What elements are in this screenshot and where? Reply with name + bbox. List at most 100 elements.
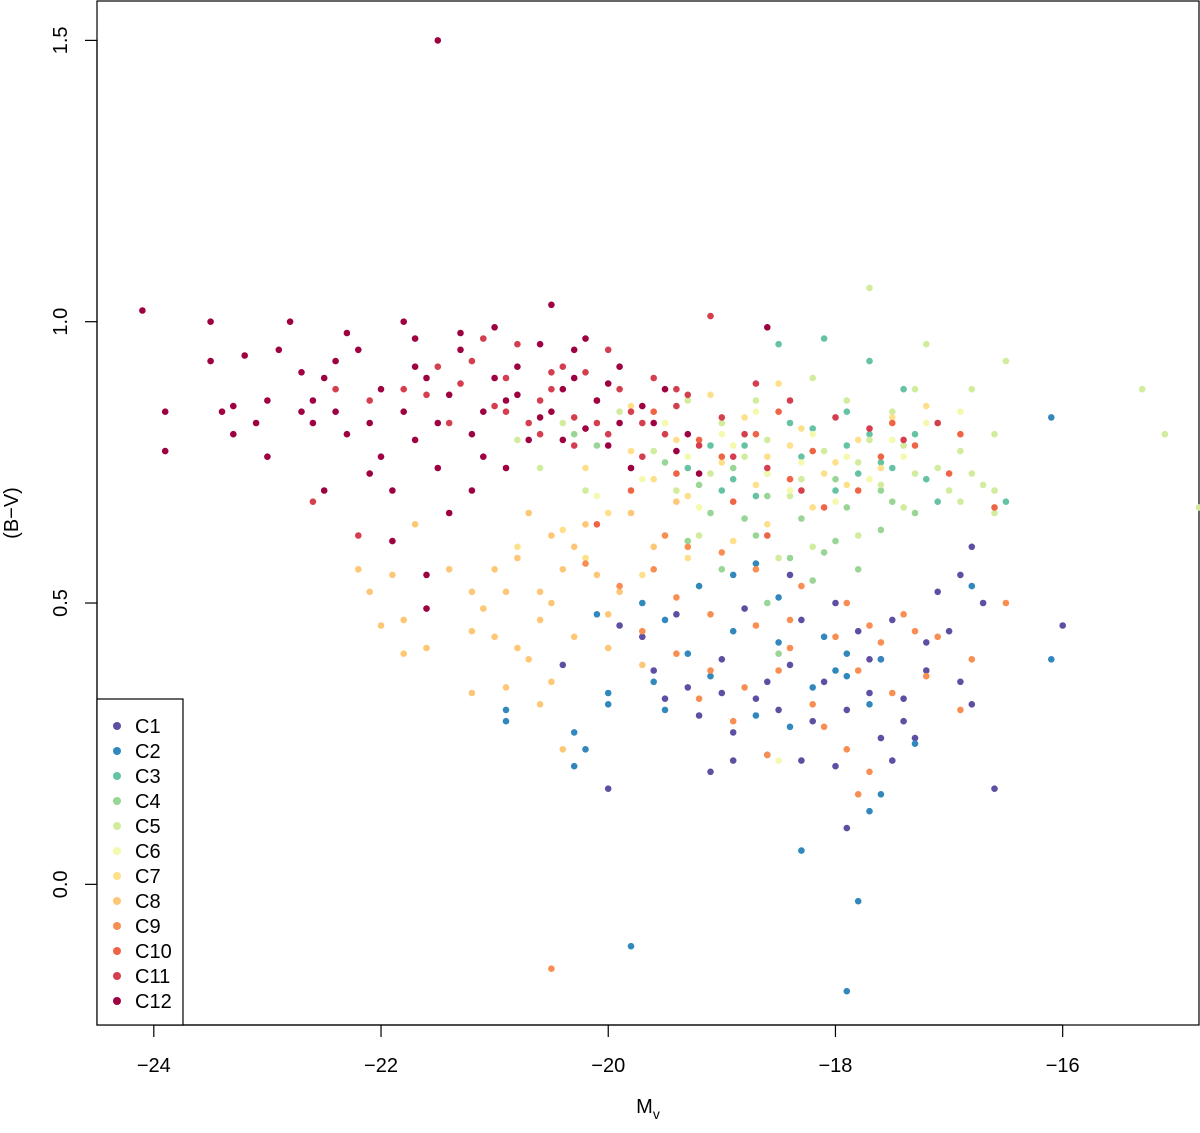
data-point: [752, 532, 760, 539]
data-point: [1138, 385, 1146, 393]
data-point: [627, 464, 635, 472]
data-point: [798, 582, 805, 590]
data-point: [673, 650, 680, 657]
data-point: [673, 611, 680, 618]
data-point: [684, 464, 692, 472]
data-point: [343, 430, 351, 438]
data-point: [900, 504, 907, 511]
legend-label: C9: [135, 916, 161, 938]
x-tick-label: −18: [818, 1055, 852, 1077]
data-point: [1059, 622, 1066, 629]
data-point: [695, 504, 703, 511]
data-point: [957, 408, 964, 416]
data-point: [843, 824, 851, 832]
data-point: [570, 374, 578, 382]
legend-marker: [113, 797, 121, 805]
data-point: [764, 324, 771, 331]
data-point: [661, 706, 669, 714]
data-point: [729, 757, 737, 764]
data-point: [661, 695, 669, 702]
data-point: [991, 785, 998, 792]
data-point: [468, 430, 476, 438]
data-point: [957, 447, 964, 455]
data-point: [650, 408, 657, 416]
data-point: [650, 678, 657, 686]
data-point: [298, 369, 305, 376]
y-axis: 0.0 0.5 1.0 1.5: [50, 26, 98, 898]
data-point: [673, 436, 680, 444]
data-point: [366, 419, 374, 427]
data-point: [661, 459, 669, 466]
legend-item-c5: C5: [113, 816, 161, 838]
data-point: [866, 656, 873, 663]
legend-item-c6: C6: [113, 841, 161, 863]
data-point: [945, 487, 953, 494]
data-point: [207, 357, 214, 365]
data-point: [786, 661, 794, 669]
data-point: [877, 481, 885, 489]
data-point: [684, 453, 692, 461]
data-point: [923, 402, 930, 410]
data-point: [866, 689, 873, 697]
data-point: [798, 515, 805, 522]
data-point: [366, 470, 374, 477]
data-point: [684, 684, 692, 691]
data-point: [582, 425, 589, 432]
data-point: [775, 340, 782, 348]
legend: C1 C2 C3 C4 C5 C6 C7 C8 C9 C10 C11 C12: [96, 698, 184, 1026]
data-point: [639, 453, 646, 461]
data-point: [559, 419, 567, 427]
data-point: [480, 605, 487, 612]
data-point: [741, 442, 748, 449]
data-point: [1195, 504, 1200, 511]
data-point: [434, 37, 442, 44]
data-point: [764, 436, 771, 444]
data-point: [309, 498, 317, 506]
data-point: [832, 599, 839, 607]
data-point: [945, 470, 953, 477]
data-point: [718, 430, 726, 438]
series-c5: [514, 284, 1200, 562]
data-point: [809, 447, 816, 455]
data-point: [729, 498, 737, 506]
data-point: [764, 678, 771, 686]
data-point: [866, 425, 873, 432]
data-point: [559, 436, 567, 444]
data-point: [854, 897, 862, 905]
data-point: [729, 537, 737, 545]
data-point: [548, 385, 555, 393]
data-point: [877, 734, 885, 742]
data-point: [832, 633, 839, 641]
data-point: [570, 414, 578, 421]
data-point: [718, 656, 726, 663]
data-point: [502, 408, 510, 416]
legend-label: C5: [135, 816, 161, 838]
data-point: [889, 498, 896, 506]
data-point: [695, 442, 703, 449]
data-point: [854, 487, 862, 494]
data-point: [809, 684, 816, 691]
data-point: [843, 706, 851, 714]
data-point: [502, 588, 510, 596]
data-point: [639, 571, 646, 579]
data-point: [616, 408, 623, 416]
data-point: [411, 521, 419, 528]
data-point: [593, 492, 601, 500]
data-point: [559, 661, 567, 669]
data-point: [718, 453, 726, 461]
data-point: [684, 397, 692, 404]
data-point: [809, 425, 816, 432]
data-point: [491, 633, 498, 641]
data-point: [570, 346, 578, 354]
data-point: [707, 667, 714, 674]
legend-label: C8: [135, 891, 161, 913]
data-point: [661, 419, 669, 427]
data-point: [911, 734, 919, 742]
data-point: [423, 644, 430, 652]
legend-marker: [113, 872, 121, 880]
data-point: [639, 599, 646, 607]
data-point: [684, 430, 692, 438]
data-point: [502, 397, 510, 404]
data-point: [161, 408, 169, 416]
data-point: [650, 667, 657, 674]
